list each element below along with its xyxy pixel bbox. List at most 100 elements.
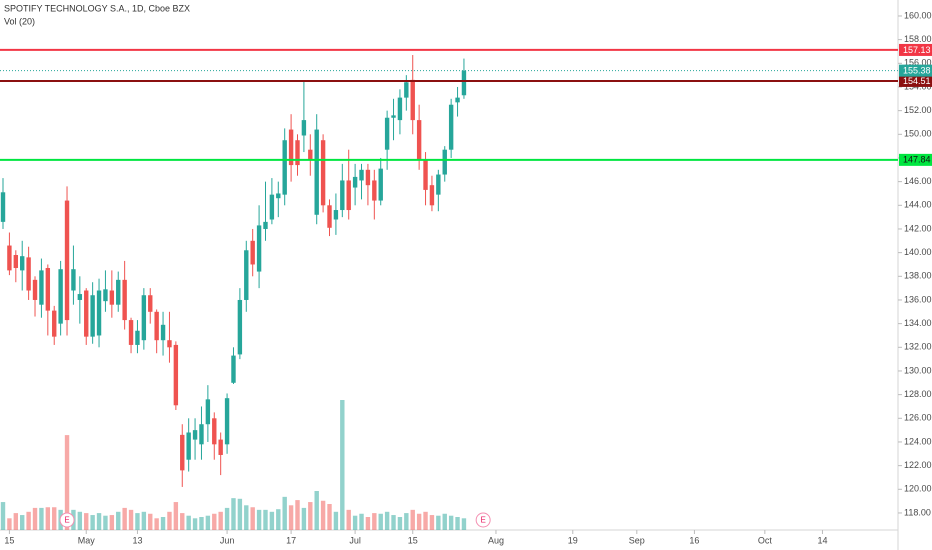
candle-body — [250, 240, 255, 265]
volume-bar — [205, 515, 211, 530]
level-label-box — [899, 74, 932, 87]
volume-bar — [199, 517, 204, 530]
volume-bar — [45, 507, 51, 530]
candle-body — [416, 120, 422, 161]
volume-bar — [391, 515, 396, 530]
x-tick-label: 15 — [408, 535, 418, 545]
candle-body — [404, 82, 409, 98]
x-tick-label: Sep — [629, 535, 645, 545]
candle-body — [77, 294, 83, 300]
earnings-marker — [59, 512, 75, 528]
candle-body — [167, 340, 172, 348]
candle-body — [359, 169, 364, 181]
candle-body — [84, 290, 89, 337]
volume-bar — [84, 513, 89, 530]
y-tick-label: 138.00 — [904, 271, 932, 281]
candle-body — [276, 193, 281, 199]
volume-bar — [384, 511, 390, 530]
y-tick-label: 130.00 — [904, 365, 932, 375]
candle-body — [52, 310, 57, 337]
candle-body — [340, 180, 345, 211]
y-tick-label: 150.00 — [904, 129, 932, 139]
candle-body — [333, 210, 339, 220]
volume-bar — [148, 513, 153, 530]
candle-body — [7, 245, 12, 271]
candle-body — [173, 344, 179, 406]
volume-bar — [135, 513, 140, 530]
volume-bar — [314, 491, 319, 530]
volume-bar — [288, 505, 294, 530]
level-label: 147.84 — [903, 155, 931, 165]
volume-bar — [237, 498, 243, 530]
candle-body — [90, 295, 95, 337]
volume-bar — [455, 517, 460, 530]
volume-bar — [256, 509, 262, 530]
candle-body — [26, 257, 31, 291]
candle-body — [384, 117, 390, 150]
candle-body — [231, 355, 236, 383]
x-tick-label: Jun — [220, 535, 235, 545]
x-tick-label: 15 — [4, 535, 14, 545]
y-tick-label: 158.00 — [904, 34, 932, 44]
volume-bar — [109, 515, 115, 530]
candle-body — [20, 256, 25, 271]
level-label: 154.51 — [903, 76, 931, 86]
candle-body — [423, 160, 428, 190]
candle-body — [154, 311, 159, 341]
y-tick-label: 120.00 — [904, 484, 932, 494]
volume-bar — [103, 515, 108, 530]
candle-body — [442, 149, 447, 175]
volume-bar — [327, 504, 332, 530]
y-tick-label: 156.00 — [904, 58, 932, 68]
candle-body — [135, 330, 140, 345]
candle-body — [448, 104, 454, 150]
volume-bar — [346, 509, 351, 530]
volume-bar — [397, 517, 403, 530]
earnings-label: E — [64, 516, 69, 525]
volume-bar — [276, 509, 281, 530]
volume-bar — [359, 513, 364, 530]
candle-body — [282, 140, 287, 195]
candle-body — [352, 176, 358, 188]
candle-body — [109, 290, 115, 305]
x-tick-label: 14 — [817, 535, 827, 545]
candle-body — [320, 140, 326, 206]
candle-body — [96, 290, 102, 336]
x-tick-label: 13 — [132, 535, 142, 545]
last-price-box — [899, 64, 932, 77]
volume-bar — [461, 518, 467, 530]
y-tick-label: 160.00 — [904, 10, 932, 20]
earnings-marker — [475, 512, 491, 528]
candle-body — [237, 299, 243, 355]
candle-body — [263, 221, 268, 229]
candle-body — [314, 129, 319, 215]
volume-bar — [186, 515, 191, 530]
candle-body — [58, 269, 63, 324]
volume-bar — [154, 518, 159, 530]
candle-body — [410, 79, 415, 121]
volume-bar — [0, 502, 6, 530]
volume-bar — [263, 509, 268, 530]
level-label: 157.13 — [903, 45, 931, 55]
volume-bar — [410, 509, 415, 530]
volume-bar — [52, 507, 57, 530]
level-label-box — [899, 153, 932, 166]
volume-bar — [173, 502, 179, 530]
volume-bar — [39, 507, 44, 530]
candle-body — [346, 180, 351, 211]
volume-bar — [26, 511, 31, 530]
volume-bar — [224, 507, 230, 530]
volume-bar — [365, 517, 371, 530]
y-tick-label: 124.00 — [904, 436, 932, 446]
candle-body — [301, 120, 307, 136]
candle-body — [45, 268, 51, 311]
candle-body — [0, 192, 6, 222]
volume-bar — [416, 513, 422, 530]
x-tick-label: Aug — [488, 535, 504, 545]
volume-bar — [167, 511, 172, 530]
y-tick-label: 146.00 — [904, 176, 932, 186]
volume-bar — [96, 513, 102, 530]
x-tick-label: 16 — [689, 535, 699, 545]
x-tick-label: Oct — [758, 535, 773, 545]
volume-bar — [160, 517, 166, 530]
